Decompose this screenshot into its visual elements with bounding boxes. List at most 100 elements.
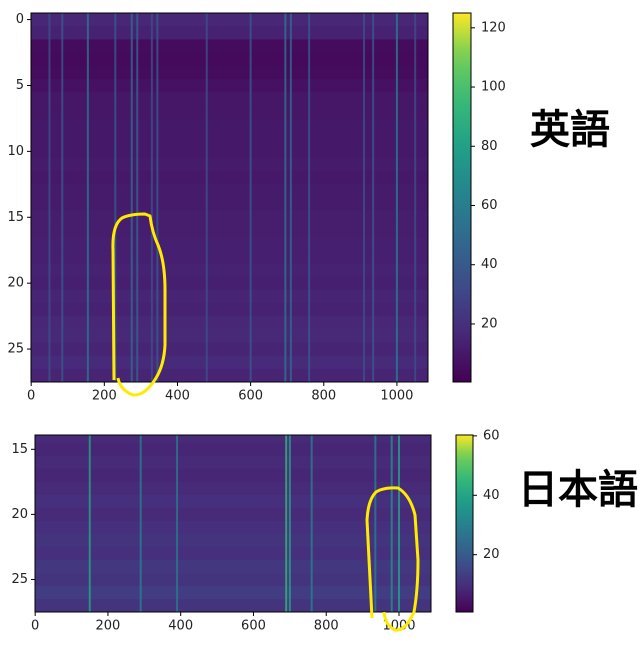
heatmap-row [35, 546, 431, 561]
heatmap-row [35, 572, 431, 587]
heatmap-streak [114, 13, 117, 382]
heatmap-streak [374, 435, 377, 612]
heatmap-streak [362, 13, 365, 382]
heatmap-row [35, 481, 431, 496]
heatmap-row [31, 237, 428, 251]
x-tick-label: 0 [27, 389, 35, 404]
x-tick-label: 200 [92, 389, 117, 404]
heatmap-row [35, 520, 431, 535]
heatmap-row [35, 435, 431, 444]
x-tick-label: 1000 [380, 389, 413, 404]
heatmap-row [35, 494, 431, 509]
heatmap-streak [205, 13, 208, 382]
heatmap-row [31, 92, 428, 106]
annotation: 日本語 [518, 466, 638, 513]
heatmap-streak [397, 435, 400, 612]
heatmap-streak [48, 13, 51, 382]
heatmap-row [31, 223, 428, 238]
colorbar-tick-label: 80 [481, 139, 498, 154]
heatmap-row [31, 65, 428, 80]
colorbar-tick-label: 100 [481, 80, 506, 95]
heatmap-row [31, 184, 428, 198]
colorbar-tick-label: 20 [483, 547, 500, 562]
colorbar-tick-label: 40 [481, 257, 498, 272]
heatmap-row [31, 368, 428, 382]
heatmap-row [31, 263, 428, 278]
heatmap-row [35, 455, 431, 470]
heatmap-row [31, 250, 428, 264]
heatmap-row [31, 78, 428, 93]
heatmap-row [31, 171, 428, 185]
heatmap-row [35, 507, 431, 522]
heatmap-row [35, 468, 431, 483]
plots: 0 200 400 600 800 100005101520252040608010012… [7, 12, 638, 633]
heatmap-streak [289, 13, 292, 382]
heatmap-streak [308, 13, 311, 382]
heatmap-streak [310, 435, 313, 612]
heatmap-row [31, 13, 428, 27]
colorbar [455, 434, 474, 613]
highlight-loop [111, 212, 167, 397]
x-tick-label: 600 [241, 619, 266, 634]
heatmap-row [31, 342, 428, 357]
heatmap-row [31, 118, 428, 133]
heatmap-streak [284, 13, 287, 382]
axes-frame [30, 12, 429, 383]
heatmap-row [31, 197, 428, 212]
heatmap-row [31, 276, 428, 291]
heatmap-row [31, 144, 428, 159]
y-tick-label: 20 [7, 276, 24, 291]
x-tick-label: 800 [314, 619, 339, 634]
heatmap-streak [139, 435, 142, 612]
x-tick-label: 200 [96, 619, 121, 634]
colorbar-tick-label: 120 [481, 20, 506, 35]
colorbar-tick-label: 60 [483, 428, 500, 443]
heatmap-streak [86, 13, 89, 382]
heatmap-streak [156, 13, 159, 382]
heatmap-streak [88, 435, 91, 612]
annotation: 英語 [530, 106, 610, 153]
colorbar-tick-label: 20 [481, 316, 498, 331]
x-tick-label: 400 [168, 619, 193, 634]
heatmap-row [31, 355, 428, 370]
heatmap-streak [414, 13, 417, 382]
y-tick-label: 25 [7, 342, 24, 357]
heatmap-row [31, 26, 428, 40]
heatmap-row [31, 302, 428, 317]
heatmap-row [35, 598, 431, 612]
heatmap-row [31, 289, 428, 304]
y-tick-label: 15 [7, 210, 24, 225]
heatmap-row [31, 131, 428, 146]
y-tick-label: 0 [16, 12, 24, 27]
heatmap-streak [150, 13, 153, 382]
heatmap-row [35, 559, 431, 574]
heatmap-streak [176, 435, 179, 612]
heatmap-streak [288, 435, 291, 612]
heatmap-row [31, 39, 428, 54]
heatmap-row [35, 533, 431, 548]
x-tick-label: 600 [238, 389, 263, 404]
heatmap-row [31, 157, 428, 172]
colorbar-tick-label: 40 [483, 488, 500, 503]
heatmap-streak [390, 435, 393, 612]
heatmap [35, 435, 431, 612]
colorbar-tick-label: 60 [481, 198, 498, 213]
highlight-loop [365, 486, 420, 632]
axes-frame [34, 434, 432, 613]
heatmap-row [35, 442, 431, 457]
heatmap-streak [285, 435, 288, 612]
x-tick-label: 400 [165, 389, 190, 404]
y-tick-label: 25 [11, 572, 28, 587]
heatmap-row [31, 52, 428, 67]
heatmap-streak [372, 13, 375, 382]
y-tick-label: 15 [11, 442, 28, 457]
heatmap-streak [61, 13, 64, 382]
heatmap-row [31, 105, 428, 119]
heatmap-streak [136, 13, 139, 382]
x-tick-label: 800 [311, 389, 336, 404]
y-tick-label: 10 [7, 144, 24, 159]
heatmap-row [31, 210, 428, 225]
heatmap-streak [130, 13, 133, 382]
heatmap-row [35, 585, 431, 600]
